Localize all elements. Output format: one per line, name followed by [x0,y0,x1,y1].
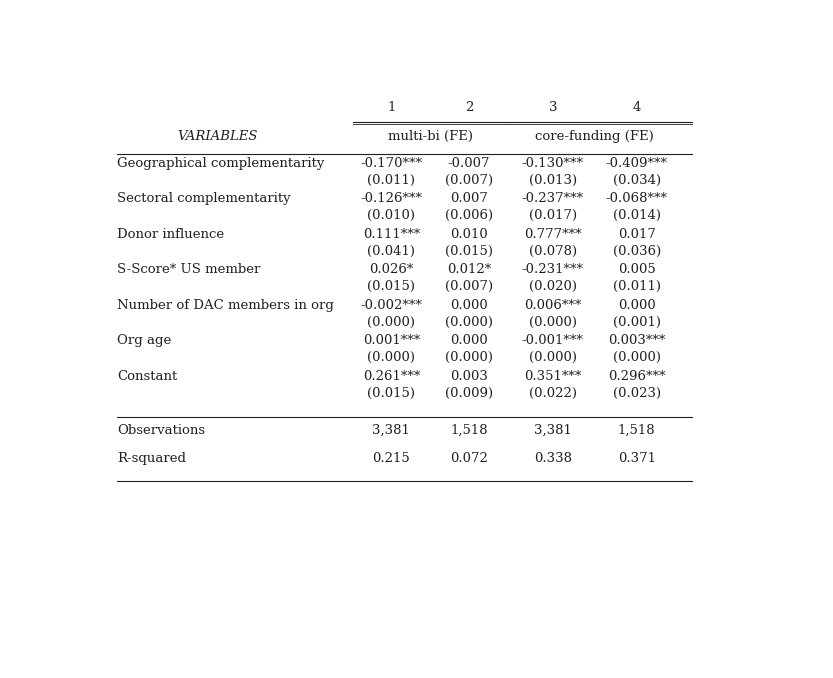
Text: 0.338: 0.338 [534,452,571,465]
Text: 0.000: 0.000 [450,299,488,312]
Text: 0.777***: 0.777*** [524,228,581,241]
Text: -0.068***: -0.068*** [606,193,668,205]
Text: (0.017): (0.017) [529,209,577,222]
Text: 3,381: 3,381 [534,424,571,437]
Text: (0.036): (0.036) [612,245,661,258]
Text: (0.000): (0.000) [445,351,493,364]
Text: (0.009): (0.009) [445,386,493,399]
Text: (0.011): (0.011) [613,280,661,293]
Text: -0.126***: -0.126*** [361,193,422,205]
Text: -0.130***: -0.130*** [521,157,584,170]
Text: 0.001***: 0.001*** [363,334,420,347]
Text: (0.000): (0.000) [613,351,661,364]
Text: 0.351***: 0.351*** [524,370,581,383]
Text: 0.005: 0.005 [618,263,656,277]
Text: 0.003***: 0.003*** [608,334,666,347]
Text: (0.078): (0.078) [529,245,577,258]
Text: (0.041): (0.041) [367,245,416,258]
Text: Constant: Constant [117,370,177,383]
Text: (0.015): (0.015) [367,280,416,293]
Text: 0.215: 0.215 [372,452,411,465]
Text: 0.296***: 0.296*** [608,370,666,383]
Text: (0.000): (0.000) [529,315,576,329]
Text: 0.261***: 0.261*** [362,370,420,383]
Text: (0.011): (0.011) [367,174,416,186]
Text: 0.000: 0.000 [450,334,488,347]
Text: 0.007: 0.007 [450,193,488,205]
Text: 1,518: 1,518 [618,424,656,437]
Text: -0.170***: -0.170*** [361,157,422,170]
Text: 0.003: 0.003 [450,370,488,383]
Text: (0.014): (0.014) [613,209,661,222]
Text: Geographical complementarity: Geographical complementarity [117,157,324,170]
Text: S-Score* US member: S-Score* US member [117,263,261,277]
Text: 0.026*: 0.026* [369,263,414,277]
Text: (0.023): (0.023) [612,386,661,399]
Text: (0.000): (0.000) [445,315,493,329]
Text: 0.371: 0.371 [618,452,656,465]
Text: 1,518: 1,518 [450,424,487,437]
Text: (0.000): (0.000) [529,351,576,364]
Text: Donor influence: Donor influence [117,228,224,241]
Text: (0.007): (0.007) [445,280,493,293]
Text: 0.072: 0.072 [450,452,488,465]
Text: Org age: Org age [117,334,172,347]
Text: 0.010: 0.010 [450,228,488,241]
Text: 0.111***: 0.111*** [363,228,420,241]
Text: -0.001***: -0.001*** [521,334,584,347]
Text: 0.006***: 0.006*** [524,299,581,312]
Text: (0.034): (0.034) [612,174,661,186]
Text: 0.000: 0.000 [618,299,656,312]
Text: R-squared: R-squared [117,452,186,465]
Text: (0.022): (0.022) [529,386,576,399]
Text: -0.231***: -0.231*** [521,263,584,277]
Text: core-funding (FE): core-funding (FE) [536,130,654,143]
Text: (0.007): (0.007) [445,174,493,186]
Text: 2: 2 [465,101,473,114]
Text: 3,381: 3,381 [372,424,411,437]
Text: (0.001): (0.001) [613,315,661,329]
Text: 4: 4 [632,101,641,114]
Text: Observations: Observations [117,424,205,437]
Text: (0.010): (0.010) [367,209,416,222]
Text: (0.015): (0.015) [445,245,493,258]
Text: Number of DAC members in org: Number of DAC members in org [117,299,334,312]
Text: 0.012*: 0.012* [446,263,491,277]
Text: -0.007: -0.007 [447,157,490,170]
Text: (0.015): (0.015) [367,386,416,399]
Text: -0.002***: -0.002*** [361,299,422,312]
Text: (0.000): (0.000) [367,351,416,364]
Text: (0.020): (0.020) [529,280,576,293]
Text: -0.237***: -0.237*** [521,193,584,205]
Text: -0.409***: -0.409*** [606,157,668,170]
Text: 3: 3 [549,101,557,114]
Text: (0.013): (0.013) [529,174,577,186]
Text: 1: 1 [387,101,396,114]
Text: (0.000): (0.000) [367,315,416,329]
Text: 0.017: 0.017 [618,228,656,241]
Text: multi-bi (FE): multi-bi (FE) [387,130,472,143]
Text: Sectoral complementarity: Sectoral complementarity [117,193,291,205]
Text: VARIABLES: VARIABLES [177,130,257,143]
Text: (0.006): (0.006) [445,209,493,222]
